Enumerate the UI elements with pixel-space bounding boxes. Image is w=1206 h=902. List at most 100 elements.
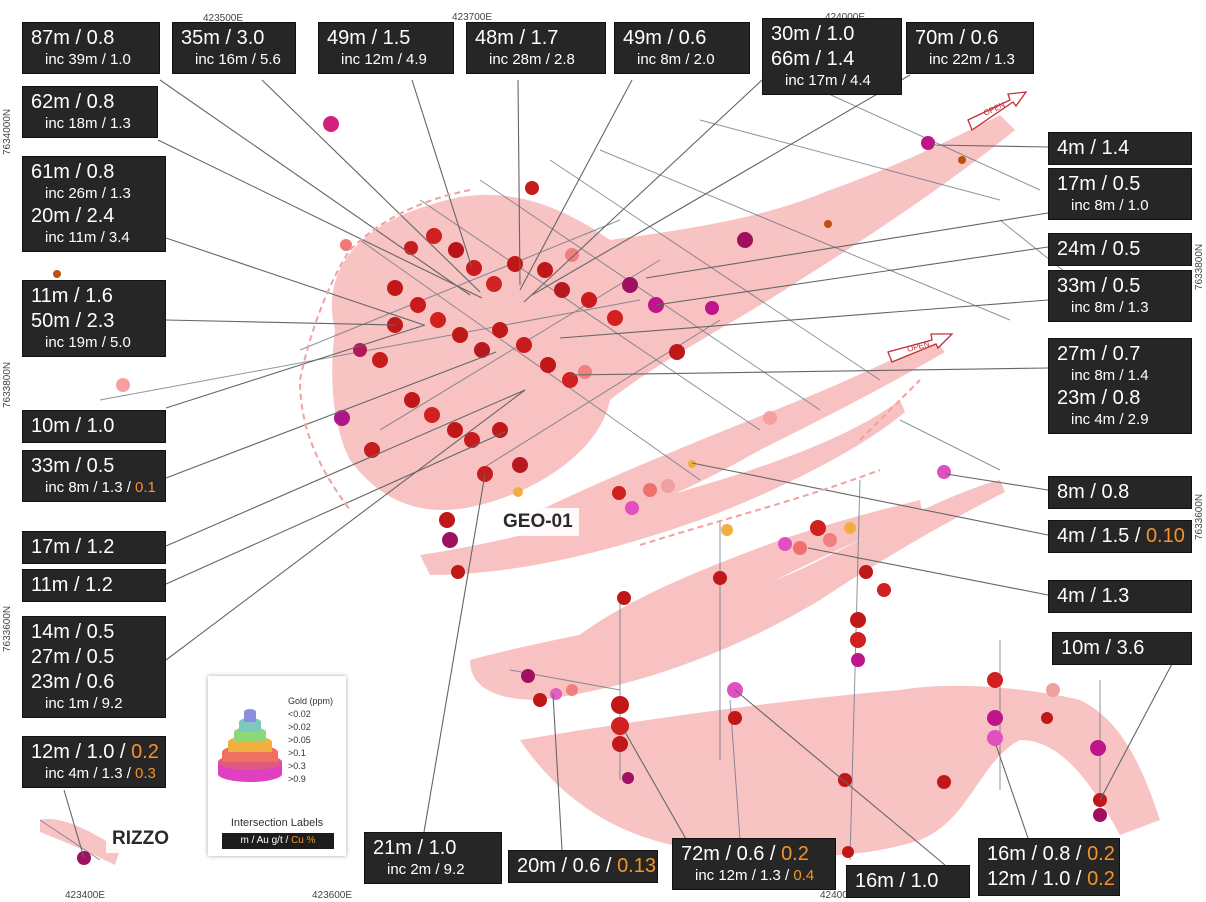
intercept-text: inc 8m / 2.0 [637, 51, 715, 68]
intercept-text: 16m / 1.0 [855, 870, 939, 892]
target-name-label: GEO-01 [497, 508, 579, 536]
intercept-line: inc 8m / 1.4 [1057, 367, 1183, 386]
intercept-line: inc 16m / 5.6 [181, 51, 287, 70]
intercept-text: 20m / 0.6 / [517, 855, 618, 877]
legend-class-3: >0.05 [288, 735, 311, 745]
intercept-line: 33m / 0.5 [31, 454, 157, 479]
intercept-text: 12m / 1.0 / [987, 868, 1088, 890]
intercept-line: 61m / 0.8 [31, 160, 157, 185]
intercept-line: inc 4m / 1.3 / 0.3 [31, 765, 157, 784]
intercept-label-20: 33m / 0.5 inc 8m / 1.3 [1048, 270, 1192, 322]
intercept-label-30: 16m / 0.8 / 0.2 12m / 1.0 / 0.2 [978, 838, 1120, 896]
intercept-text: 70m / 0.6 [915, 27, 999, 49]
intercept-label-26: 21m / 1.0 inc 2m / 9.2 [364, 832, 502, 884]
intercept-text: 27m / 0.7 [1057, 343, 1141, 365]
intercept-label-24: 4m / 1.3 [1048, 580, 1192, 613]
intercept-text: 23m / 0.8 [1057, 386, 1141, 409]
legend-class-5: >0.3 [288, 761, 306, 771]
easting-tick-2: 423700E [452, 12, 493, 23]
easting-tick-3: 424000E [825, 12, 865, 23]
intercept-text: inc 12m / 4.9 [341, 51, 427, 68]
intercept-label-18: 17m / 0.5 inc 8m / 1.0 [1048, 168, 1192, 220]
intercept-text: inc 11m / 3.4 [45, 228, 130, 246]
easting-tick-1: 423500E [203, 13, 244, 24]
intercept-line: 17m / 1.2 [31, 535, 157, 560]
intercept-text: 35m / 3.0 [181, 27, 265, 49]
intercept-text: inc 4m / 1.3 / [45, 765, 136, 782]
legend-label-key: m / Au g/t / Cu % [222, 833, 334, 849]
intercept-text: 33m / 0.5 [1057, 275, 1141, 297]
intercept-text: 4m / 1.5 / [1057, 525, 1146, 547]
copper-grade-text: 0.2 [1087, 843, 1115, 865]
intercept-line: inc 18m / 1.3 [31, 115, 149, 134]
intercept-label-4: 48m / 1.7 inc 28m / 2.8 [466, 22, 606, 74]
gold-grade-stack-icon [218, 709, 282, 782]
intercept-line: inc 1m / 9.2 [31, 695, 157, 714]
intercept-text: inc 18m / 1.3 [45, 115, 131, 132]
intercept-line: inc 12m / 1.3 / 0.4 [681, 867, 827, 886]
intercept-line: inc 22m / 1.3 [915, 51, 1025, 70]
intercept-text: 48m / 1.7 [475, 27, 559, 49]
intercept-text: 61m / 0.8 [31, 161, 115, 183]
northing-tick-4: 7633800N [1194, 243, 1205, 290]
legend-key-main: m / Au g/t / [240, 835, 292, 846]
intercept-label-28: 72m / 0.6 / 0.2 inc 12m / 1.3 / 0.4 [672, 838, 836, 890]
legend-panel: Gold (ppm) <0.02 >0.02 >0.05 >0.1 >0.3 >… [208, 676, 346, 856]
intercept-label-19: 24m / 0.5 [1048, 233, 1192, 266]
intercept-label-16: 12m / 1.0 / 0.2 inc 4m / 1.3 / 0.3 [22, 736, 166, 788]
intercept-text: inc 19m / 5.0 [45, 334, 131, 351]
intercept-line: 8m / 0.8 [1057, 480, 1183, 505]
intercept-text: 72m / 0.6 / [681, 843, 782, 865]
intercept-text: 62m / 0.8 [31, 91, 115, 113]
intercept-line: 50m / 2.3 [31, 309, 157, 334]
northing-tick-1: 7634000N [2, 108, 13, 155]
intercept-label-8: 62m / 0.8 inc 18m / 1.3 [22, 86, 158, 138]
intercept-text: inc 8m / 1.3 / [45, 479, 136, 496]
northing-tick-3: 7633600N [2, 605, 13, 652]
intercept-line: inc 8m / 1.3 / 0.1 [31, 479, 157, 498]
intercept-text: 4m / 1.4 [1057, 137, 1130, 159]
intercept-label-9: 61m / 0.8 inc 26m / 1.3 20m / 2.4 inc 11m /… [22, 156, 166, 252]
copper-grade-text: 0.1 [135, 479, 156, 496]
intercept-text: 21m / 1.0 [373, 837, 457, 859]
drillhole-intercepts [53, 116, 1107, 869]
intercept-label-14: 11m / 1.2 [22, 569, 166, 602]
legend-key-cu: Cu % [291, 835, 316, 846]
copper-grade-text: 0.4 [793, 867, 815, 884]
intercept-line: 35m / 3.0 [181, 26, 287, 51]
intercept-line: 4m / 1.3 [1057, 584, 1183, 609]
northing-tick-2: 7633800N [2, 361, 13, 408]
leader-lines [63, 74, 1174, 866]
intercept-text: inc 28m / 2.8 [489, 51, 575, 68]
intercept-text: 11m / 1.6 [31, 285, 113, 307]
intercept-line: 70m / 0.6 [915, 26, 1025, 51]
copper-grade-text: 0.13 [617, 855, 656, 877]
intercept-line: 23m / 0.6 [31, 670, 157, 695]
intercept-text: 23m / 0.6 [31, 671, 115, 693]
intercept-line: 12m / 1.0 / 0.2 [31, 740, 159, 765]
intercept-label-11: 10m / 1.0 [22, 410, 166, 443]
intercept-line: 4m / 1.4 [1057, 136, 1183, 161]
intercept-line: 17m / 0.5 [1057, 172, 1183, 197]
intercept-label-7: 70m / 0.6 inc 22m / 1.3 [906, 22, 1034, 74]
intercept-line: inc 12m / 4.9 [327, 51, 445, 70]
intercept-label-17: 4m / 1.4 [1048, 132, 1192, 165]
intercept-text: inc 26m / 1.3 [45, 185, 131, 202]
intercept-line: inc 26m / 1.3 [31, 185, 157, 204]
intercept-label-15: 14m / 0.5 27m / 0.5 23m / 0.6 inc 1m / 9.2 [22, 616, 166, 718]
intercept-text: inc 8m / 1.0 [1071, 197, 1149, 214]
intercept-line: 11m / 1.2 [31, 573, 157, 598]
legend-class-6: >0.9 [288, 774, 306, 784]
intercept-label-22: 8m / 0.8 [1048, 476, 1192, 509]
intercept-line: inc 8m / 2.0 [623, 51, 741, 70]
intercept-label-10: 11m / 1.6 50m / 2.3 inc 19m / 5.0 [22, 280, 166, 357]
intercept-line: 24m / 0.5 [1057, 237, 1183, 262]
intercept-text: 33m / 0.5 [31, 455, 115, 477]
copper-grade-text: 0.2 [781, 843, 809, 865]
intercept-text: 49m / 0.6 [623, 27, 707, 49]
intercept-text: 4m / 1.3 [1057, 585, 1130, 607]
intercept-label-21: 27m / 0.7 inc 8m / 1.4 23m / 0.8 inc 4m / 2… [1048, 338, 1192, 434]
intercept-label-12: 33m / 0.5 inc 8m / 1.3 / 0.1 [22, 450, 166, 502]
easting-tick-4: 423400E [65, 890, 106, 901]
